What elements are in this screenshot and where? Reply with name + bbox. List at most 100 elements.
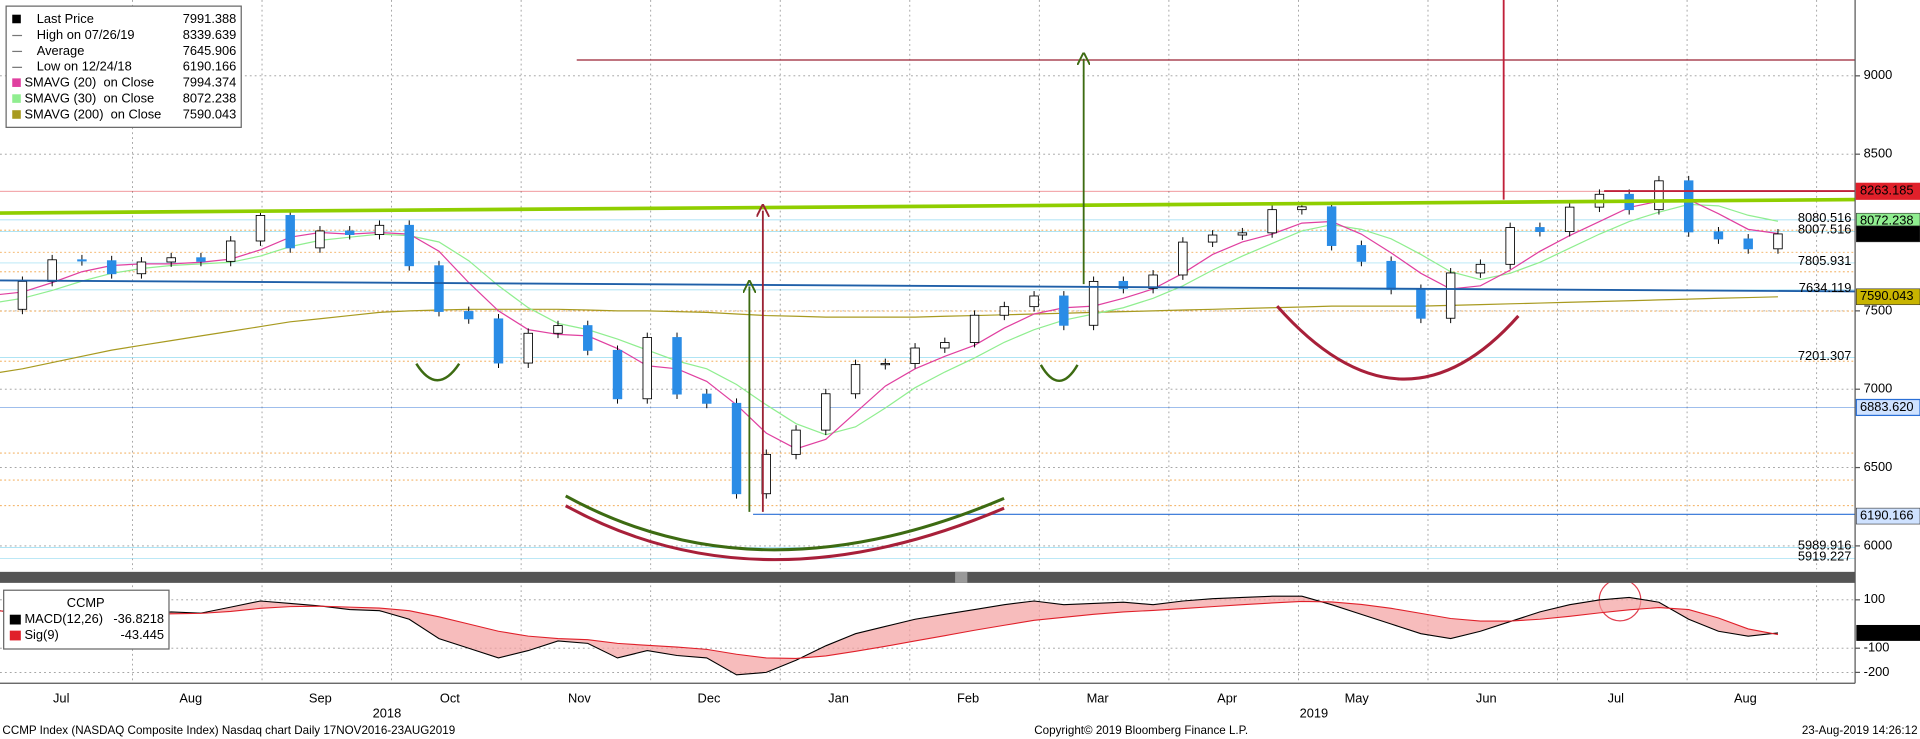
- legend-value: 7994.374: [183, 75, 237, 90]
- level-label: 7634.119: [1799, 280, 1852, 295]
- y-tick-label: 9000: [1864, 67, 1893, 82]
- candle: [464, 311, 474, 320]
- value-box-label: 6190.166: [1860, 507, 1914, 522]
- legend-box: [5, 5, 242, 128]
- legend-value: 8072.238: [183, 91, 237, 106]
- macd-panel: [0, 595, 1779, 676]
- legend-value: 7991.388: [183, 11, 237, 26]
- sma-line: [0, 296, 1778, 374]
- x-tick-label: Sep: [309, 691, 332, 706]
- x-tick-label: Mar: [1087, 691, 1110, 706]
- legend-title: CCMP: [67, 595, 105, 610]
- candle: [434, 265, 444, 312]
- candle: [1475, 263, 1486, 274]
- candle: [1445, 272, 1456, 319]
- trend-line: [0, 279, 1856, 293]
- y-tick-label: 6000: [1864, 537, 1893, 552]
- level-label: 8080.516: [1798, 210, 1852, 225]
- candle: [1564, 206, 1575, 233]
- legend-label: Last Price: [37, 11, 94, 26]
- legend-value: 6190.166: [183, 59, 237, 74]
- candle: [1148, 274, 1158, 289]
- candle: [136, 261, 147, 275]
- candle: [850, 364, 861, 395]
- footer-left: CCMP Index (NASDAQ Composite Index) Nasd…: [2, 724, 455, 737]
- candle: [1237, 232, 1248, 236]
- candle: [791, 429, 801, 455]
- candle: [612, 349, 623, 400]
- trend-line: [0, 197, 1856, 215]
- x-tick-label: Nov: [568, 691, 591, 706]
- candle: [1267, 209, 1277, 234]
- level-label: 6883.620: [1860, 399, 1914, 414]
- x-tick-label: Oct: [440, 691, 460, 706]
- arc: [1039, 364, 1079, 383]
- x-tick-label: Dec: [698, 691, 721, 706]
- candle: [1356, 245, 1367, 262]
- candle: [374, 224, 385, 235]
- candle: [910, 347, 920, 364]
- legend-value: -36.8218: [113, 611, 164, 626]
- x-tick-label: Jul: [1608, 691, 1624, 706]
- legend-icon: [9, 614, 21, 625]
- candle: [1059, 295, 1069, 326]
- candle: [404, 224, 414, 267]
- candle: [702, 393, 712, 404]
- x-tick-label: May: [1345, 691, 1370, 706]
- candle: [1773, 233, 1783, 250]
- arc: [1275, 305, 1520, 381]
- candle: [315, 230, 325, 249]
- candle: [106, 260, 117, 275]
- legend-icon: [9, 630, 21, 641]
- level-label: 7805.931: [1798, 253, 1852, 268]
- arc: [564, 494, 1005, 552]
- candle: [196, 257, 206, 262]
- value-box: [1856, 624, 1920, 641]
- candle: [1535, 227, 1545, 233]
- legend-label: Sig(9): [24, 627, 58, 642]
- candle: [523, 332, 533, 364]
- macd-line: [0, 595, 1779, 676]
- footer-right: 23-Aug-2019 14:26:12: [1802, 724, 1918, 737]
- legend-label: Low on 12/24/18: [37, 59, 132, 74]
- macd-plot: [0, 595, 1779, 676]
- candle: [1683, 180, 1694, 233]
- level-label: 7201.307: [1798, 348, 1852, 363]
- x-tick-label: Jun: [1476, 691, 1497, 706]
- panel-divider-handle: [955, 571, 968, 583]
- fib-levels: [0, 229, 1856, 507]
- legend-icon: [12, 14, 21, 24]
- x-tick-label: Jul: [53, 691, 69, 706]
- y-tick-label: 6500: [1864, 459, 1893, 474]
- candle: [1029, 295, 1039, 308]
- level-label: 5989.916: [1798, 538, 1852, 553]
- candle: [47, 259, 57, 282]
- value-box: [1856, 507, 1920, 525]
- level-label: 8263.185: [1860, 183, 1914, 198]
- y-tick-label: 100: [1864, 591, 1885, 606]
- candle: [1386, 260, 1396, 290]
- candle: [1743, 238, 1753, 250]
- candle: [1713, 231, 1724, 240]
- candle: [940, 342, 950, 349]
- macd-fill: [0, 596, 1778, 675]
- footer-center: Copyright© 2019 Bloomberg Finance L.P.: [1034, 724, 1248, 737]
- candle: [285, 215, 295, 249]
- legend-label: MACD(12,26): [24, 611, 103, 626]
- legend-label: SMAVG (20) on Close: [24, 75, 154, 90]
- legend-value: -43.445: [121, 627, 165, 642]
- candle: [880, 363, 891, 366]
- legend-icon: [12, 78, 21, 87]
- annotations: [0, 0, 1856, 622]
- year-label: 2018: [373, 705, 402, 720]
- candle: [583, 325, 593, 351]
- candle: [553, 325, 563, 334]
- candle: [821, 393, 831, 431]
- legend-label: SMAVG (30) on Close: [24, 91, 154, 106]
- candle: [731, 402, 742, 495]
- value-box-label: 7991.388: [1860, 225, 1914, 240]
- candle: [255, 215, 266, 242]
- legend-label: Average: [37, 43, 85, 58]
- axes: 6000 6500 7000 7500 8500 9000 100 -100 -200 Jul Au…: [53, 67, 1920, 720]
